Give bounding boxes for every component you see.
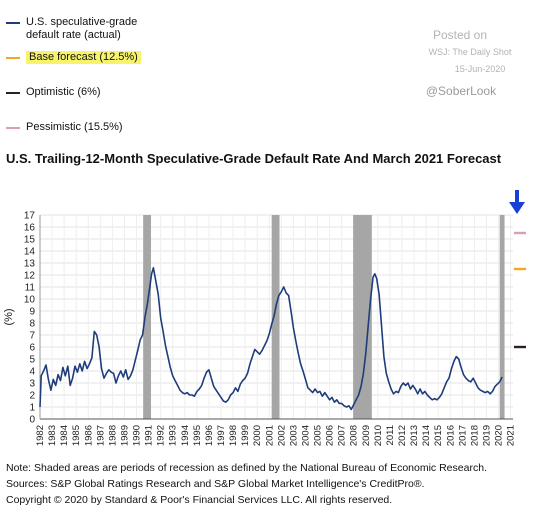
x-tick-label: 2008 bbox=[349, 425, 360, 446]
legend-item-optimistic: Optimistic (6%) bbox=[6, 86, 101, 99]
x-tick-label: 1990 bbox=[132, 425, 143, 446]
y-tick-label: 8 bbox=[29, 319, 35, 330]
series bbox=[39, 267, 503, 411]
x-tick-label: 1987 bbox=[95, 425, 106, 446]
recession-band bbox=[143, 215, 152, 419]
x-tick-label: 2010 bbox=[373, 425, 384, 446]
x-tick-label: 1998 bbox=[228, 425, 239, 446]
y-tick-label: 13 bbox=[24, 259, 36, 270]
x-tick-label: 2015 bbox=[433, 425, 444, 446]
legend-item-base: Base forecast (12.5%) bbox=[6, 51, 141, 64]
y-tick-label: 14 bbox=[24, 247, 36, 258]
watermark-posted: Posted on bbox=[432, 28, 488, 42]
x-tick-label: 2009 bbox=[361, 425, 372, 446]
y-tick-label: 15 bbox=[24, 235, 36, 246]
x-tick-label: 1992 bbox=[156, 425, 167, 446]
x-tick-label: 2004 bbox=[300, 425, 311, 446]
x-tick-label: 2000 bbox=[252, 425, 263, 446]
legend-label-pessimistic: Pessimistic (15.5%) bbox=[26, 121, 123, 133]
y-tick-label: 10 bbox=[24, 295, 36, 306]
legend-item-pessimistic: Pessimistic (15.5%) bbox=[6, 121, 123, 134]
y-tick-label: 7 bbox=[29, 331, 35, 342]
x-tick-label: 2003 bbox=[288, 425, 299, 446]
x-tick-label: 2002 bbox=[276, 425, 287, 446]
x-tick-label: 2018 bbox=[469, 425, 480, 446]
y-tick-label: 11 bbox=[25, 283, 36, 294]
recession-bands bbox=[143, 215, 505, 419]
x-tick-label: 1989 bbox=[119, 425, 130, 446]
sources-text: Sources: S&P Global Ratings Research and… bbox=[6, 478, 425, 490]
y-tick-label: 5 bbox=[29, 355, 35, 366]
x-tick-label: 1982 bbox=[35, 425, 46, 446]
x-tick-label: 1991 bbox=[144, 425, 155, 446]
y-tick-label: 2 bbox=[29, 391, 35, 402]
legend-swatch-base bbox=[6, 57, 20, 59]
x-tick-label: 2014 bbox=[421, 425, 432, 446]
x-tick-label: 2011 bbox=[385, 425, 396, 445]
y-tick-label: 9 bbox=[29, 307, 35, 318]
x-tick-label: 2017 bbox=[457, 425, 468, 446]
y-tick-label: 17 bbox=[24, 211, 36, 222]
x-tick-label: 2007 bbox=[337, 425, 348, 446]
x-tick-label: 2013 bbox=[409, 425, 420, 446]
watermark-source: WSJ: The Daily Shot bbox=[428, 47, 512, 57]
x-tick-label: 1986 bbox=[83, 425, 94, 446]
y-tick-label: 1 bbox=[29, 403, 35, 414]
x-tick-label: 2021 bbox=[506, 425, 517, 446]
y-tick-label: 0 bbox=[29, 415, 35, 426]
y-tick-label: 12 bbox=[24, 271, 36, 282]
x-tick-label: 1993 bbox=[168, 425, 179, 446]
x-tick-label: 2005 bbox=[313, 425, 324, 446]
watermark-handle: @SoberLook bbox=[425, 84, 497, 98]
watermark-date: 15-Jun-2020 bbox=[454, 64, 506, 74]
x-tick-label: 2012 bbox=[397, 425, 408, 446]
x-tick-label: 1995 bbox=[192, 425, 203, 446]
y-axis-label: (%) bbox=[3, 308, 15, 325]
x-tick-label: 2006 bbox=[325, 425, 336, 446]
chart-notes: Note: Shaded areas are periods of recess… bbox=[6, 460, 487, 508]
y-tick-label: 4 bbox=[29, 367, 35, 378]
legend-swatch-optimistic bbox=[6, 92, 20, 94]
recession-band bbox=[271, 215, 280, 419]
arrow bbox=[509, 190, 525, 214]
chart-title: U.S. Trailing-12-Month Speculative-Grade… bbox=[6, 151, 502, 166]
x-tick-label: 2020 bbox=[494, 425, 505, 446]
copyright-text: Copyright © 2020 by Standard & Poor's Fi… bbox=[6, 494, 393, 506]
x-tick-label: 1988 bbox=[107, 425, 118, 446]
legend-label-base: Base forecast (12.5%) bbox=[26, 51, 141, 64]
legend-swatch-actual bbox=[6, 22, 20, 24]
x-tick-label: 1994 bbox=[180, 425, 191, 446]
x-tick-label: 2016 bbox=[445, 425, 456, 446]
forecast-marks bbox=[514, 231, 526, 349]
legend-label-optimistic: Optimistic (6%) bbox=[26, 86, 101, 98]
x-tick-label: 1983 bbox=[47, 425, 58, 446]
legend-item-actual: U.S. speculative-grade default rate (act… bbox=[6, 16, 156, 42]
x-tick-label: 1999 bbox=[240, 425, 251, 446]
y-tick-label: 3 bbox=[29, 379, 35, 390]
series-line-actual bbox=[39, 267, 503, 411]
legend-swatch-pessimistic bbox=[6, 127, 20, 129]
recession-band bbox=[499, 215, 505, 419]
legend-label-actual: U.S. speculative-grade default rate (act… bbox=[26, 16, 138, 41]
x-tick-label: 2001 bbox=[264, 425, 275, 446]
recession-band bbox=[353, 215, 372, 419]
x-tick-label: 1996 bbox=[204, 425, 215, 446]
y-tick-label: 16 bbox=[24, 223, 36, 234]
x-tick-label: 1984 bbox=[59, 425, 70, 446]
note-text: Note: Shaded areas are periods of recess… bbox=[6, 462, 487, 474]
x-tick-label: 1997 bbox=[216, 425, 227, 446]
arrow-head bbox=[509, 202, 525, 214]
x-tick-label: 2019 bbox=[481, 425, 492, 446]
x-tick-label: 1985 bbox=[71, 425, 82, 446]
y-tick-label: 6 bbox=[29, 343, 35, 354]
